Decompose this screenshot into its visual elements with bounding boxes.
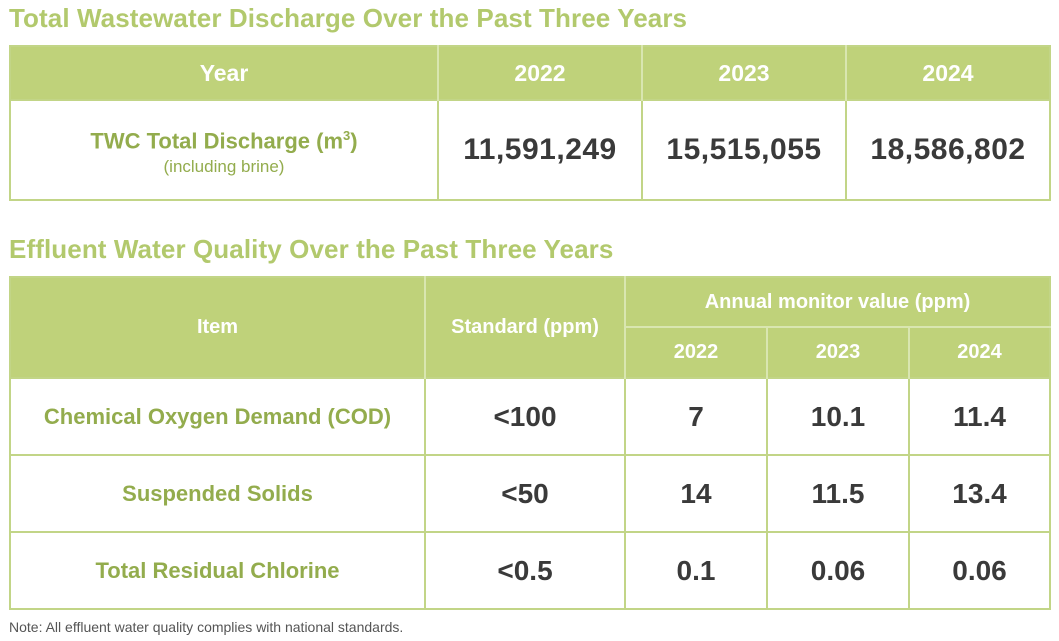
discharge-value-2024: 18,586,802 [845,99,1050,200]
quality-header-row: Item Standard (ppm) Annual monitor value… [10,277,1050,378]
ss-2023: 11.5 [766,454,909,532]
ss-2024: 13.4 [908,454,1050,532]
discharge-header-row: Year 2022 2023 2024 [10,46,1050,100]
discharge-row-label-cell: TWC Total Discharge (m3) (including brin… [10,99,438,200]
quality-year-2023: 2023 [766,326,909,378]
discharge-section-title: Total Wastewater Discharge Over the Past… [9,3,688,33]
chlorine-2023: 0.06 [766,531,909,609]
cod-2022: 7 [624,377,767,455]
table-row: Total Residual Chlorine <0.5 0.1 0.06 0.… [10,531,1050,609]
item-residual-chlorine: Total Residual Chlorine [10,531,425,609]
discharge-table: Year 2022 2023 2024 TWC Total Discharge … [9,45,1051,201]
cod-2024: 11.4 [908,377,1050,455]
year-header: Year [10,46,438,100]
quality-table: Item Standard (ppm) Annual monitor value… [9,276,1051,610]
annual-monitor-header: Annual monitor value (ppm) [624,277,1050,327]
standard-header: Standard (ppm) [424,277,625,378]
discharge-value-2023: 15,515,055 [641,99,846,200]
year-header-2022: 2022 [437,46,642,100]
item-cod: Chemical Oxygen Demand (COD) [10,377,425,455]
discharge-value-2022: 11,591,249 [437,99,642,200]
year-header-2023: 2023 [641,46,846,100]
ss-2022: 14 [624,454,767,532]
table-row: TWC Total Discharge (m3) (including brin… [10,99,1050,200]
standard-residual-chlorine: <0.5 [424,531,625,609]
quality-year-2022: 2022 [624,326,767,378]
standard-suspended-solids: <50 [424,454,625,532]
unit-superscript: 3 [343,128,351,144]
discharge-row-sublabel: (including brine) [163,156,285,176]
cod-2023: 10.1 [766,377,909,455]
year-header-2024: 2024 [845,46,1050,100]
quality-year-2024: 2024 [908,326,1050,378]
footnote: Note: All effluent water quality complie… [9,619,404,635]
table-row: Suspended Solids <50 14 11.5 13.4 [10,454,1050,532]
item-suspended-solids: Suspended Solids [10,454,425,532]
table-row: Chemical Oxygen Demand (COD) <100 7 10.1… [10,377,1050,455]
quality-section-title: Effluent Water Quality Over the Past Thr… [9,234,614,264]
quality-year-header-row: 2022 2023 2024 [10,326,1050,378]
item-header: Item [10,277,425,378]
standard-cod: <100 [424,377,625,455]
chlorine-2022: 0.1 [624,531,767,609]
discharge-row-label: TWC Total Discharge (m3) [90,128,358,154]
chlorine-2024: 0.06 [908,531,1050,609]
